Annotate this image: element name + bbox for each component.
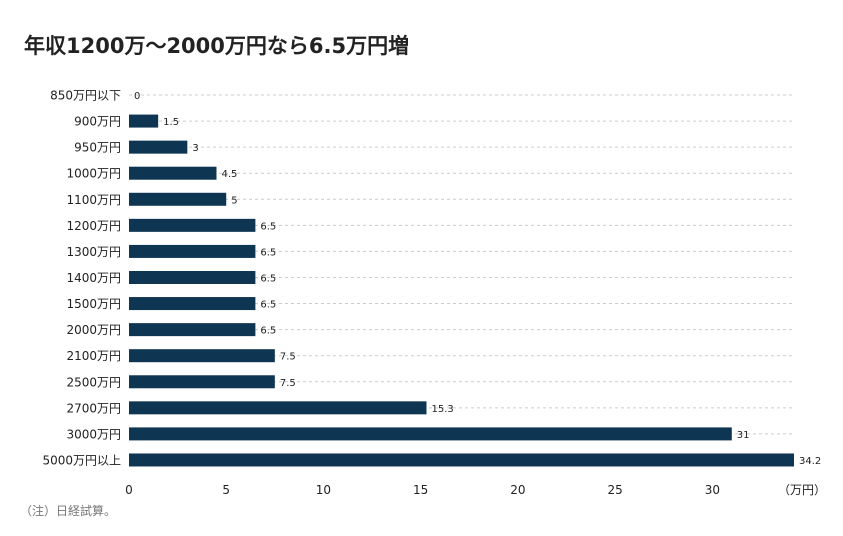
value-label: 15.3 [432,404,454,415]
x-tick-label: 10 [316,483,331,497]
x-tick-label: 5 [222,483,230,497]
category-label: 5000万円以上 [42,453,121,467]
value-label: 6.5 [260,247,276,258]
bar [129,375,275,389]
value-label: 34.2 [799,456,821,467]
value-label: 31 [737,430,750,441]
bar [129,427,732,441]
value-label: 1.5 [163,117,179,128]
value-label: 6.5 [260,326,276,337]
value-label: 6.5 [260,221,276,232]
value-label: 0 [134,91,140,102]
x-tick-label: 15 [413,483,428,497]
bar [129,323,256,337]
value-label: 6.5 [260,300,276,311]
category-label: 2700万円 [66,401,121,415]
bar [129,453,794,467]
category-label: 1300万円 [66,245,121,259]
category-label: 2500万円 [66,375,121,389]
bar [129,114,159,128]
category-label: 1200万円 [66,219,121,233]
value-label: 5 [231,195,237,206]
x-tick-label: 30 [705,483,720,497]
category-label: 1500万円 [66,297,121,311]
bar [129,349,275,363]
value-label: 4.5 [222,169,238,180]
category-label: 1100万円 [66,193,121,207]
value-label: 7.5 [280,378,296,389]
bar [129,401,427,415]
category-label: 3000万円 [66,427,121,441]
category-label: 1000万円 [66,167,121,181]
footnote: （注）日経試算。 [20,504,117,518]
category-label: 850万円以下 [50,89,121,103]
bar [129,270,256,284]
category-label: 1400万円 [66,271,121,285]
category-label: 2000万円 [66,323,121,337]
bar [129,218,256,232]
x-tick-label: 25 [607,483,622,497]
bar [129,297,256,311]
value-label: 7.5 [280,352,296,363]
x-tick-label: 20 [510,483,525,497]
category-label: 2100万円 [66,349,121,363]
value-label: 3 [192,143,198,154]
bar [129,244,256,258]
chart-title: 年収1200万〜2000万円なら6.5万円増 [24,34,410,58]
bar [129,166,217,180]
category-label: 900万円 [74,115,121,129]
x-tick-label: 0 [125,483,133,497]
bar [129,192,227,206]
x-unit-label: （万円） [778,483,826,497]
value-label: 6.5 [260,273,276,284]
bar [129,140,188,154]
category-label: 950万円 [74,141,121,155]
